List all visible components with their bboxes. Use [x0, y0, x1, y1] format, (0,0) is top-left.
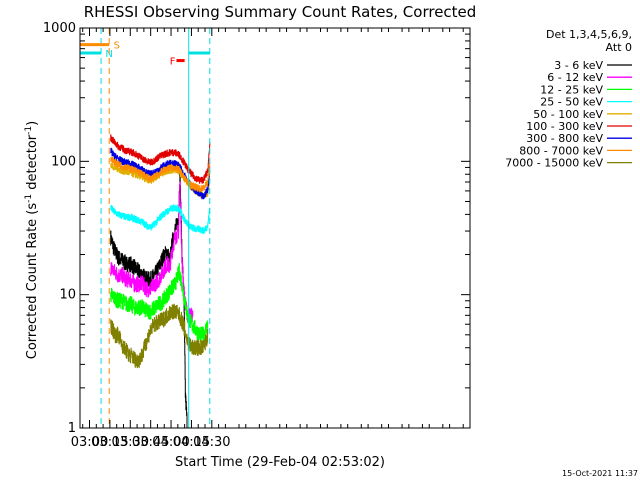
series-line-6 — [110, 134, 211, 184]
legend-label-1: 3 - 6 keV — [554, 59, 603, 72]
legend-header-line-1: Det 1,3,4,5,6,9, — [546, 28, 632, 41]
series-line-9 — [110, 303, 209, 369]
series-line-8 — [110, 156, 211, 193]
y-axis-label-text: Corrected Count Rate (s — [25, 203, 40, 360]
legend-label-2: 6 - 12 keV — [547, 71, 603, 84]
marker-label-n: N — [105, 49, 112, 60]
x-tick-label-6: 04:15 — [173, 435, 210, 450]
plot-frame — [79, 27, 471, 429]
series-line-3 — [110, 263, 209, 344]
y-axis-label-text-3: ) — [25, 121, 40, 126]
marker-label-s: S — [114, 41, 120, 52]
legend-label-5: 50 - 100 keV — [533, 108, 603, 121]
chart-title: RHESSI Observing Summary Count Rates, Co… — [84, 3, 477, 21]
x-tick-label-1: 03:00 — [71, 435, 108, 450]
footer-timestamp: 15-Oct-2021 11:37 — [562, 469, 638, 478]
y-tick-label-3: 100 — [51, 154, 76, 169]
x-tick-label-3: 03:30 — [112, 435, 149, 450]
x-tick-label-4: 03:45 — [132, 435, 169, 450]
y-axis-label-exp-1: -1 — [24, 194, 34, 203]
legend-label-8: 800 - 7000 keV — [519, 144, 603, 157]
observing-markers: NS F — [80, 28, 211, 428]
axes: 1 10 100 1000 03:0003:1503:3003:4504:0004:15… — [43, 21, 471, 450]
x-tick-label-2: 03:15 — [91, 435, 128, 450]
legend-label-4: 25 - 50 keV — [540, 96, 603, 109]
y-tick-label-2: 10 — [59, 288, 76, 303]
y-axis-label-text-2: detector — [25, 134, 40, 194]
y-tick-label-4: 1000 — [43, 21, 76, 36]
svg-text:Corrected Count Rate (s-1 dete: Corrected Count Rate (s-1 detector-1) — [24, 121, 40, 359]
y-tick-label-1: 1 — [68, 421, 76, 436]
series-line-4 — [110, 204, 211, 235]
legend-header-line-2: Att 0 — [606, 41, 632, 54]
x-tick-label-7: 04:30 — [193, 435, 230, 450]
y-axis-label-exp-2: -1 — [24, 126, 34, 135]
series-line-2 — [110, 181, 194, 324]
x-axis-label: Start Time (29-Feb-04 02:53:02) — [175, 455, 385, 470]
legend-label-3: 12 - 25 keV — [540, 83, 603, 96]
legend-label-6: 100 - 300 keV — [526, 120, 603, 133]
x-tick-label-5: 04:00 — [152, 435, 189, 450]
marker-label-f: F — [170, 57, 176, 68]
legend-label-9: 7000 - 15000 keV — [505, 157, 603, 170]
y-axis-label: Corrected Count Rate (s-1 detector-1) — [24, 121, 40, 359]
plot-area — [110, 134, 211, 429]
legend-label-7: 300 - 800 keV — [526, 132, 603, 145]
